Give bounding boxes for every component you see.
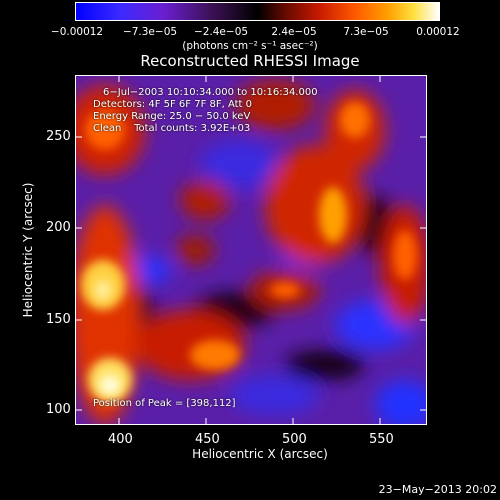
y-axis-title: Heliocentric Y (arcsec)	[21, 182, 35, 318]
colorbar-tick-label: −2.4e−05	[193, 26, 249, 38]
colorbar-tick-label: −0.00012	[50, 26, 104, 38]
colorbar-units: (photons cm⁻² s⁻¹ asec⁻²)	[182, 40, 318, 52]
colorbar	[75, 2, 440, 21]
colorbar-tick-label: 0.00012	[416, 26, 460, 38]
info-clean-counts: Clean Total counts: 3.92E+03	[93, 123, 251, 134]
x-tick-label: 400	[108, 432, 133, 447]
y-tick-label: 250	[46, 129, 71, 144]
x-tick-label: 450	[195, 432, 220, 447]
colorbar-tick-label: 2.4e−05	[271, 26, 317, 38]
plot-title: Reconstructed RHESSI Image	[140, 52, 360, 70]
colorbar-tick-label: −7.3e−05	[122, 26, 178, 38]
info-detectors: Detectors: 4F 5F 6F 7F 8F, Att 0	[93, 99, 253, 110]
peak-position: Position of Peak = [398,112]	[93, 398, 236, 409]
y-tick-label: 200	[46, 220, 71, 235]
x-tick-label: 500	[282, 432, 307, 447]
rhessi-image	[75, 75, 427, 425]
y-tick-label: 150	[46, 312, 71, 327]
rhessi-image-map	[75, 75, 427, 425]
info-energy-range: Energy Range: 25.0 − 50.0 keV	[93, 111, 251, 122]
info-time-range: 6−Jul−2003 10:10:34.000 to 10:16:34.000	[103, 87, 318, 98]
y-tick-label: 100	[46, 402, 71, 417]
timestamp: 23−May−2013 20:02	[378, 483, 497, 496]
x-tick-label: 550	[369, 432, 394, 447]
x-axis-title: Heliocentric X (arcsec)	[192, 447, 328, 461]
colorbar-tick-label: 7.3e−05	[343, 26, 389, 38]
